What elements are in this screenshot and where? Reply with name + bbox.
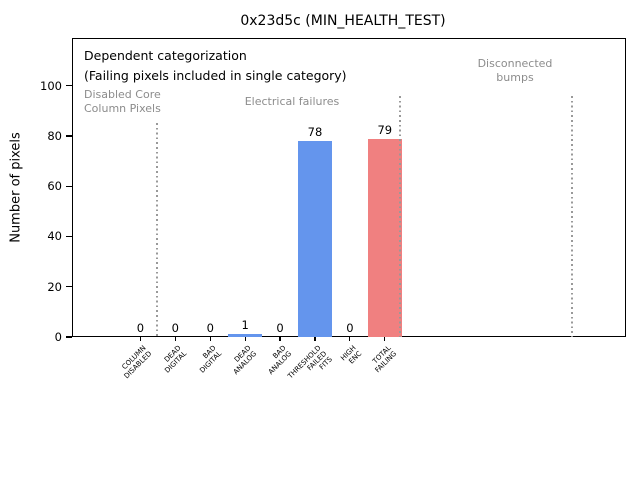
x-tick-mark: [209, 337, 211, 341]
bar-value-label: 0: [206, 321, 214, 335]
y-tick-label: 100: [40, 78, 62, 93]
bar: [297, 141, 332, 337]
annotation-dependent-categorization: Dependent categorization: [84, 48, 247, 63]
y-tick-mark: [66, 135, 72, 137]
plot-area: Dependent categorization (Failing pixels…: [40, 38, 626, 380]
y-tick-mark: [66, 185, 72, 187]
bar: [367, 138, 402, 337]
y-tick-mark: [66, 336, 72, 338]
region-separator-line: [571, 95, 573, 337]
y-tick-mark: [66, 286, 72, 288]
bar-value-label: 0: [136, 321, 145, 335]
x-tick-mark: [244, 337, 246, 341]
x-tick-mark: [279, 337, 281, 341]
bar-value-label: 0: [276, 321, 284, 335]
y-tick-label: 0: [54, 330, 62, 344]
bar-value-label: 79: [377, 122, 393, 137]
region-label-electrical-failures: Electrical failures: [244, 95, 340, 108]
bar-value-label: 0: [171, 321, 179, 335]
x-tick-mark: [384, 337, 386, 341]
x-tick-mark: [174, 337, 176, 341]
y-tick-label: 20: [47, 279, 62, 294]
x-tick-mark: [349, 337, 351, 341]
region-label-disconnected-bumps: Disconnected bumps: [477, 57, 553, 84]
y-tick-label: 60: [47, 179, 62, 194]
bar: [228, 334, 263, 337]
region-separator-line: [399, 95, 401, 337]
y-tick-mark: [66, 235, 72, 238]
region-label-disabled-core-column-pixels: Disabled Core Column Pixels: [84, 88, 161, 115]
y-tick-mark: [66, 85, 72, 87]
annotation-failing-pixels-note: (Failing pixels included in single categ…: [84, 68, 347, 83]
region-separator-line: [156, 123, 158, 337]
bar-value-label: 1: [241, 318, 249, 333]
y-tick-label: 80: [47, 128, 62, 143]
chart-title: 0x23d5c (MIN_HEALTH_TEST): [240, 13, 446, 29]
x-tick-mark: [139, 337, 141, 341]
x-tick-mark: [314, 337, 316, 341]
bar-value-label: 78: [307, 125, 323, 140]
y-tick-label: 40: [47, 229, 62, 244]
bar-value-label: 0: [346, 321, 354, 335]
